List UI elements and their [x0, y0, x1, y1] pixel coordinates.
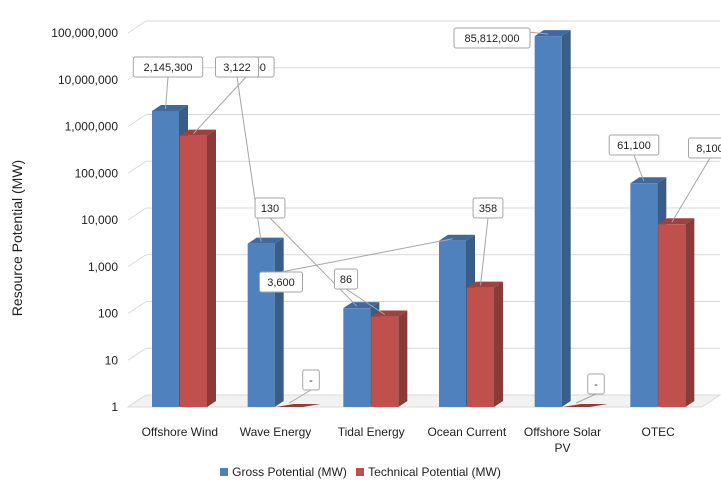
bar-empty: [562, 404, 608, 407]
legend-swatch-gross: [220, 467, 229, 476]
data-label-leader: [633, 154, 645, 182]
y-axis-label: Resource Potential (MW): [9, 160, 25, 316]
data-label-box: [587, 373, 605, 395]
category-label: Offshore Wind: [142, 425, 218, 439]
legend-label-gross: Gross Potential (MW): [232, 464, 347, 479]
data-label-box: [302, 369, 320, 391]
data-label-box: [688, 137, 721, 159]
y-tick-label: 100,000: [75, 166, 119, 180]
category-label: PV: [554, 441, 570, 455]
data-label-box: [132, 56, 204, 78]
data-label: -: [594, 379, 598, 391]
data-label: -: [309, 375, 313, 387]
gridline-depth: [127, 114, 147, 127]
category-label: Offshore Solar: [524, 425, 601, 439]
y-tick-label: 100: [98, 307, 118, 321]
legend-swatch-technical: [356, 467, 365, 476]
data-label: 8,100: [696, 143, 721, 155]
bar-side: [398, 310, 408, 407]
category-label: Tidal Energy: [338, 425, 405, 439]
y-tick-label: 10: [105, 353, 119, 367]
bar[interactable]: [439, 240, 466, 407]
legend-label-technical: Technical Potential (MW): [368, 464, 501, 479]
bar-side: [207, 129, 216, 408]
gridline-depth: [127, 160, 147, 174]
y-tick-label: 100,000,000: [51, 26, 118, 40]
category-label: Wave Energy: [240, 425, 312, 439]
data-label-leader: [480, 217, 489, 286]
bar-side: [274, 237, 284, 407]
bar-top: [343, 302, 380, 309]
bar-top: [467, 281, 503, 288]
data-label: 358: [479, 203, 497, 215]
data-label: 2,145,300: [144, 62, 193, 74]
data-label: 3,122: [223, 62, 251, 74]
legend-item-gross[interactable]: Gross Potential (MW): [220, 464, 347, 479]
data-labels: 2,145,300637,8003,122-130863,60035885,81…: [132, 27, 721, 404]
data-label-box: [453, 27, 531, 49]
data-label-box: [215, 56, 259, 78]
gridline-depth: [127, 20, 147, 34]
gridline-depth: [127, 347, 147, 361]
legend-item-technical[interactable]: Technical Potential (MW): [356, 464, 501, 479]
gridline-depth: [127, 301, 147, 314]
data-label-leader: [193, 76, 247, 134]
category-label: OTEC: [641, 425, 675, 439]
y-tick-label: 10,000,000: [58, 73, 118, 87]
category-labels: Offshore Wind Wave Energy Tidal Energy Ocea…: [142, 425, 676, 455]
bar-empty: [275, 404, 321, 407]
legend: Gross Potential (MW) Technical Potential…: [0, 464, 721, 479]
bar[interactable]: [180, 135, 207, 408]
y-tick-label: 10,000: [81, 213, 118, 227]
category-label: Ocean Current: [427, 425, 506, 439]
bar-top: [152, 105, 188, 112]
bar[interactable]: [152, 111, 179, 408]
bar[interactable]: [534, 36, 562, 407]
data-label: 61,100: [617, 140, 651, 152]
data-label-leader: [165, 76, 169, 110]
data-label: 130: [261, 203, 279, 215]
data-label-box: [608, 134, 660, 156]
bar-top: [534, 30, 571, 37]
data-label-box: [254, 197, 286, 219]
data-label-box: [259, 271, 303, 293]
data-label: 3,600: [267, 277, 295, 289]
bar-top: [180, 129, 216, 136]
gridline-depth: [127, 254, 147, 268]
data-label-leader: [269, 217, 358, 307]
y-axis-ticks: 1 10 100 1,000 10,000 100,000 1,000,000 10,000,…: [51, 26, 118, 414]
bar[interactable]: [658, 224, 686, 407]
bar-top: [247, 237, 284, 244]
bar-top: [630, 177, 667, 184]
gridlines: [127, 20, 720, 408]
gridline-depth: [127, 207, 147, 221]
bar[interactable]: [630, 183, 658, 407]
bar-top: [658, 218, 695, 225]
y-tick-label: 1,000,000: [65, 120, 119, 134]
data-label-leader: [575, 393, 597, 404]
data-label-box: [333, 268, 359, 290]
data-label-leader: [345, 288, 386, 315]
bar-side: [561, 30, 571, 408]
data-label: 85,812,000: [464, 33, 519, 45]
bar-side: [494, 281, 503, 407]
bar[interactable]: [467, 287, 494, 407]
y-tick-label: 1: [111, 400, 118, 414]
bar-side: [685, 218, 695, 407]
y-tick-label: 1,000: [88, 260, 118, 274]
bar[interactable]: [371, 316, 399, 407]
data-label-leader: [280, 238, 453, 273]
data-label: 86: [340, 274, 352, 286]
data-label-leader: [288, 389, 312, 404]
bar[interactable]: [247, 243, 275, 407]
data-label-box: [472, 197, 504, 219]
bar[interactable]: [343, 308, 371, 407]
data-label-leader: [671, 157, 711, 223]
bars: [152, 30, 695, 408]
